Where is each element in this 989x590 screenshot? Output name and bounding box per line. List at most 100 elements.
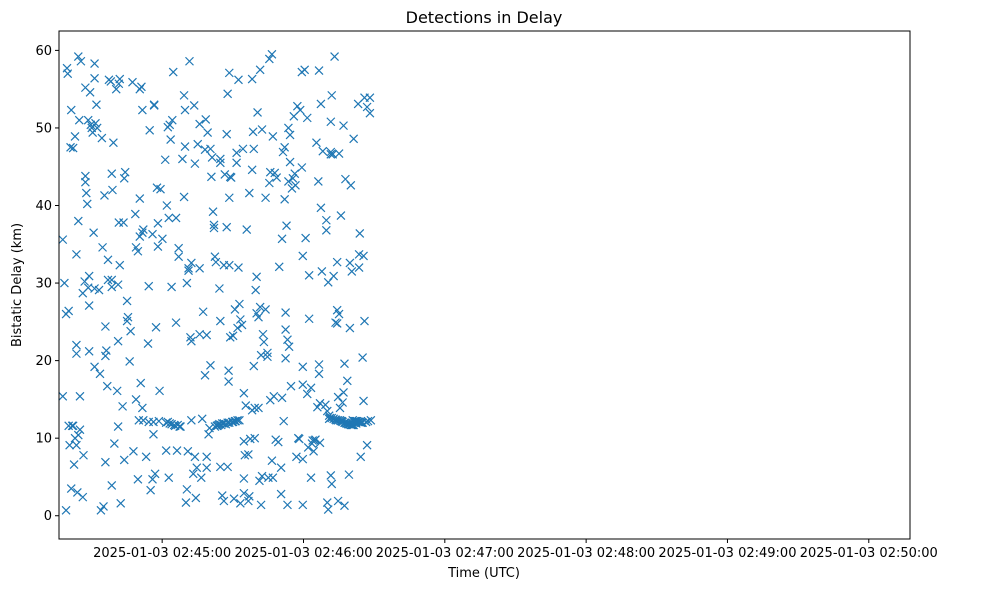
data-point-281 (250, 403, 260, 413)
data-point-194 (200, 370, 210, 380)
data-point-164 (177, 154, 187, 164)
data-point-308 (268, 132, 278, 141)
y-tick-label-6: 60 (35, 44, 52, 59)
data-point-459 (359, 251, 368, 261)
plot-frame (58, 30, 911, 540)
data-point-277 (248, 127, 258, 137)
data-point-142 (162, 201, 172, 210)
data-point-235 (224, 366, 234, 376)
data-point-80 (111, 84, 121, 94)
data-point-158 (172, 446, 182, 456)
data-point-82 (113, 336, 123, 346)
data-point-54 (91, 118, 100, 128)
data-point-152 (167, 115, 177, 125)
data-point-189 (195, 119, 205, 129)
data-point-13 (67, 421, 77, 431)
chart-title: Detections in Delay (406, 8, 563, 27)
data-point-58 (95, 369, 105, 379)
data-point-353 (300, 65, 310, 75)
data-point-345 (295, 105, 305, 115)
data-point-289 (255, 302, 265, 312)
data-point-355 (302, 113, 312, 123)
data-point-136 (155, 386, 164, 396)
data-point-220 (215, 316, 225, 326)
data-point-318 (277, 393, 287, 403)
data-point-46 (86, 120, 96, 130)
data-point-232 (223, 462, 233, 472)
data-point-109 (135, 194, 145, 203)
data-point-190 (196, 473, 206, 483)
data-point-40 (83, 115, 93, 125)
data-point-14 (68, 143, 78, 153)
data-point-218 (215, 158, 225, 168)
data-point-174 (184, 263, 193, 273)
data-point-139 (160, 155, 170, 165)
data-point-298 (261, 193, 270, 203)
data-point-9 (65, 440, 75, 450)
data-point-330 (283, 123, 293, 133)
data-point-29 (75, 391, 85, 401)
data-point-349 (298, 500, 308, 510)
data-point-188 (195, 329, 205, 339)
data-point-156 (171, 213, 181, 223)
data-point-231 (223, 89, 233, 99)
data-point-51 (90, 73, 99, 83)
data-point-264 (239, 474, 249, 483)
data-point-187 (195, 263, 205, 273)
data-point-33 (79, 450, 88, 460)
data-point-344 (294, 434, 304, 444)
data-point-405 (332, 257, 342, 267)
x-tick-label-4: 2025-01-03 02:49:00 (658, 546, 796, 561)
data-point-106 (133, 474, 143, 484)
data-point-157 (171, 318, 181, 328)
data-point-167 (180, 105, 190, 115)
data-point-118 (141, 452, 151, 462)
data-point-452 (355, 228, 365, 238)
data-point-8 (64, 306, 74, 316)
data-point-177 (186, 258, 196, 268)
data-point-45 (85, 87, 95, 97)
data-point-169 (181, 498, 191, 507)
data-point-372 (314, 369, 324, 379)
data-point-285 (253, 108, 262, 117)
data-point-392 (326, 470, 336, 480)
data-point-265 (239, 488, 249, 498)
data-point-340 (291, 180, 300, 190)
data-point-331 (283, 177, 293, 186)
data-point-263 (239, 388, 249, 398)
data-point-70 (103, 275, 113, 285)
data-point-288 (255, 476, 264, 486)
data-point-168 (180, 142, 190, 151)
data-point-376 (316, 99, 326, 109)
data-point-215 (214, 284, 224, 293)
data-point-90 (118, 401, 128, 411)
data-point-466 (363, 416, 373, 426)
data-point-329 (283, 500, 292, 510)
data-point-341 (291, 452, 301, 462)
data-point-208 (209, 223, 219, 233)
data-point-381 (321, 225, 331, 235)
data-point-100 (128, 77, 137, 87)
data-point-326 (281, 353, 291, 363)
data-point-414 (336, 211, 346, 221)
data-point-313 (272, 173, 282, 183)
data-point-112 (137, 82, 146, 92)
data-point-76 (107, 481, 117, 490)
data-point-49 (89, 228, 99, 238)
data-point-279 (249, 361, 259, 371)
data-point-268 (242, 225, 252, 234)
data-point-84 (113, 280, 123, 290)
data-point-246 (229, 494, 239, 504)
data-point-68 (102, 381, 112, 391)
data-point-162 (175, 422, 185, 431)
data-point-306 (267, 49, 277, 59)
data-point-31 (78, 492, 88, 502)
data-point-351 (298, 380, 308, 390)
data-point-81 (112, 386, 122, 396)
data-point-113 (137, 105, 147, 115)
data-point-437 (347, 267, 357, 276)
data-point-374 (315, 398, 325, 408)
data-point-383 (322, 406, 332, 416)
data-point-390 (326, 117, 336, 127)
data-point-25 (73, 216, 83, 226)
